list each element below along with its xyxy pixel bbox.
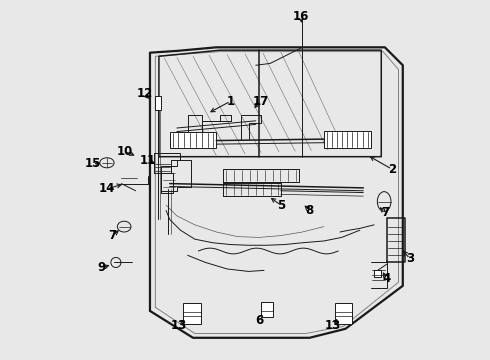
Text: 2: 2 (388, 163, 396, 176)
Text: 5: 5 (277, 199, 285, 212)
Bar (170, 132, 216, 148)
Text: 4: 4 (383, 272, 391, 285)
Text: 16: 16 (293, 10, 309, 23)
Text: 12: 12 (136, 87, 153, 100)
Text: 9: 9 (98, 261, 106, 274)
Text: 6: 6 (255, 314, 264, 327)
Bar (324, 131, 370, 148)
Text: 8: 8 (305, 204, 314, 217)
Bar (261, 302, 272, 317)
Bar (155, 96, 161, 110)
Text: 11: 11 (140, 154, 156, 167)
Text: 17: 17 (253, 95, 270, 108)
Text: 15: 15 (84, 157, 101, 170)
Bar (374, 270, 381, 277)
Text: 1: 1 (226, 95, 235, 108)
Bar (183, 303, 200, 324)
Text: 14: 14 (99, 183, 115, 195)
Text: 7: 7 (108, 229, 117, 242)
Text: 13: 13 (171, 319, 187, 332)
Text: 13: 13 (325, 319, 341, 332)
Text: 3: 3 (406, 252, 414, 265)
Text: 7: 7 (381, 206, 389, 219)
Bar (335, 303, 352, 324)
Text: 10: 10 (117, 145, 133, 158)
